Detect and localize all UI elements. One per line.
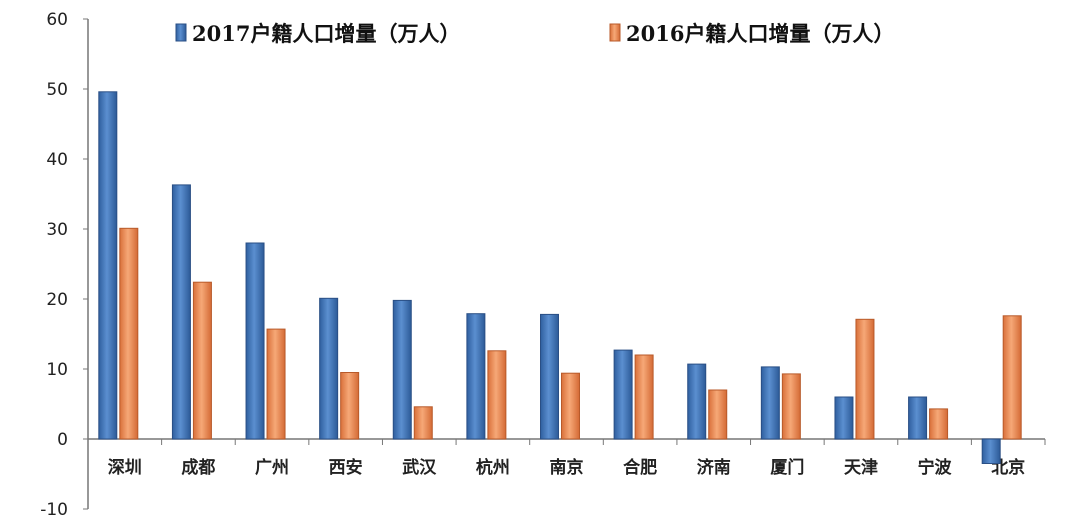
legend-label-2016: 2016户籍人口增量（万人）	[626, 21, 894, 46]
x-tick-label: 西安	[329, 457, 363, 478]
x-tick-label: 济南	[697, 457, 731, 478]
y-tick-label: 60	[46, 10, 68, 30]
x-tick-label: 杭州	[476, 457, 510, 478]
bar-2017-11	[908, 396, 928, 440]
bar-2016-6	[561, 372, 580, 440]
bar-2016-9	[781, 373, 801, 440]
bar-2016-5	[487, 350, 507, 440]
bar-2017-0	[98, 91, 118, 440]
bar-2017-5	[466, 313, 486, 440]
bar-2016-3	[340, 372, 360, 440]
x-tick-label: 武汉	[402, 457, 437, 478]
y-tick-label: 30	[46, 220, 68, 240]
legend-swatch-2017	[175, 23, 187, 42]
x-tick-label: 南京	[550, 457, 584, 478]
x-tick-label: 深圳	[108, 457, 142, 478]
bar-2016-7	[634, 354, 654, 440]
bar-2016-11	[929, 408, 949, 440]
x-tick-label: 天津	[844, 457, 878, 478]
legend-label-2017: 2017户籍人口增量（万人）	[192, 21, 460, 46]
x-tick-label: 宁波	[918, 457, 953, 478]
x-tick-label: 合肥	[623, 457, 657, 478]
bar-2017-7	[613, 349, 633, 440]
bar-2017-10	[834, 396, 854, 440]
y-tick-label: 50	[46, 80, 68, 100]
bar-2016-10	[855, 318, 875, 440]
legend: 2017户籍人口增量（万人） 2016户籍人口增量（万人）	[175, 21, 894, 46]
bar-2017-2	[245, 242, 265, 440]
y-tick-label: 10	[46, 360, 68, 380]
bar-2017-8	[687, 363, 707, 440]
x-tick-label: 广州	[255, 457, 289, 478]
bar-2016-2	[266, 328, 286, 440]
y-tick-label: 20	[46, 290, 68, 310]
legend-swatch-2016	[609, 23, 621, 42]
bar-2017-12	[981, 438, 1001, 464]
bar-2017-3	[319, 297, 339, 440]
bar-2017-6	[540, 313, 559, 440]
bar-2017-4	[392, 299, 412, 440]
bar-2017-9	[760, 366, 780, 440]
x-tick-label: 厦门	[770, 457, 804, 478]
y-tick-label: -10	[40, 500, 68, 518]
bar-2016-1	[192, 281, 212, 440]
bar-2016-12	[1002, 315, 1022, 440]
x-tick-label: 成都	[181, 457, 215, 478]
y-tick-label: 0	[57, 430, 68, 450]
bar-2017-1	[171, 184, 191, 440]
y-tick-label: 40	[46, 150, 68, 170]
bar-2016-0	[119, 227, 139, 440]
bar-2016-8	[708, 389, 728, 440]
bar-2016-4	[413, 406, 433, 440]
